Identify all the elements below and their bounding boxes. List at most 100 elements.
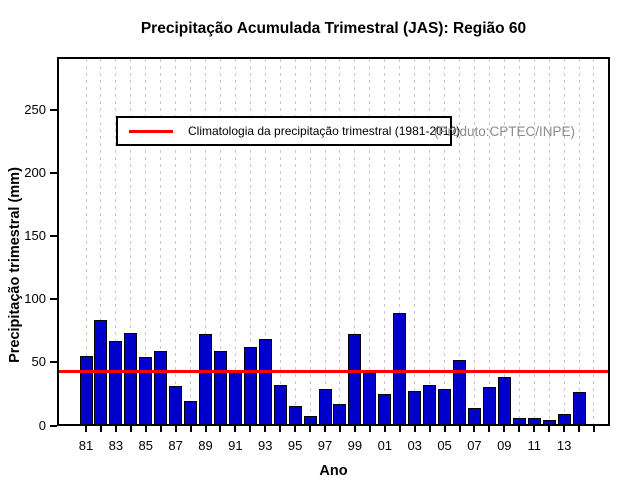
bar-2000 [363, 373, 377, 424]
bar-1997 [318, 389, 332, 424]
x-tick-label-81: 81 [78, 438, 94, 453]
bar-2004 [423, 385, 437, 424]
x-tick-1983 [114, 426, 117, 432]
bar-1990 [213, 351, 227, 424]
gridline-1998 [339, 59, 341, 424]
x-tick-1997 [324, 426, 327, 432]
x-tick-1998 [338, 426, 341, 432]
x-tick-label-97: 97 [317, 438, 333, 453]
gridline-2001 [384, 59, 386, 424]
bar-1999 [348, 334, 362, 424]
x-tick-2011 [533, 426, 536, 432]
gridline-1983 [115, 59, 117, 424]
x-tick-label-87: 87 [168, 438, 183, 453]
gridline-1987 [175, 59, 177, 424]
x-tick-label-05: 05 [437, 438, 452, 453]
bar-2001 [378, 394, 392, 424]
bar-2010 [512, 418, 526, 424]
x-tick-2012 [548, 426, 551, 432]
bar-2008 [482, 387, 496, 424]
gridline-2003 [414, 59, 416, 424]
bar-1987 [169, 386, 183, 424]
gridline-1988 [190, 59, 192, 424]
x-tick-1999 [353, 426, 356, 432]
bar-1993 [258, 339, 272, 424]
x-tick-label-85: 85 [138, 438, 153, 453]
bar-1986 [154, 351, 168, 424]
x-tick-1992 [249, 426, 252, 432]
x-tick-label-09: 09 [497, 438, 512, 453]
gridline-2012 [548, 59, 550, 424]
x-tick-2004 [428, 426, 431, 432]
gridline-1985 [145, 59, 147, 424]
x-tick-2006 [458, 426, 461, 432]
bar-1998 [333, 404, 347, 424]
y-tick-label-100: 100 [24, 291, 46, 307]
gridline-1999 [354, 59, 356, 424]
x-tick-1987 [174, 426, 177, 432]
gridline-2010 [518, 59, 520, 424]
x-tick-2005 [443, 426, 446, 432]
x-tick-label-95: 95 [287, 438, 303, 453]
bar-1991 [228, 370, 242, 424]
gridline-2011 [533, 59, 535, 424]
gridline-2007 [473, 59, 475, 424]
gridline-1991 [234, 59, 236, 424]
x-tick-2003 [413, 426, 416, 432]
x-tick-label-13: 13 [556, 438, 572, 453]
bar-1989 [199, 334, 213, 424]
legend-line-swatch [129, 129, 173, 133]
x-tick-2001 [383, 426, 386, 432]
gridline-2009 [503, 59, 505, 424]
bar-2005 [438, 389, 452, 424]
y-tick-250 [50, 108, 57, 111]
climatology-line [59, 370, 608, 373]
x-tick-label-11: 11 [527, 438, 541, 453]
gridline-2006 [459, 59, 460, 424]
gridline-1981 [85, 59, 87, 424]
bar-2002 [393, 313, 407, 424]
bar-2013 [557, 414, 571, 424]
x-tick-1995 [294, 426, 297, 432]
plot-area: Climatologia da precipitação trimestral … [57, 57, 610, 426]
y-tick-label-0: 0 [38, 417, 46, 433]
bar-1988 [184, 401, 198, 424]
bar-1985 [139, 357, 153, 424]
x-tick-1986 [159, 426, 162, 432]
gridline-1997 [324, 59, 326, 424]
gridline-2000 [369, 59, 371, 424]
x-tick-label-83: 83 [108, 438, 124, 453]
gridline-2004 [429, 59, 431, 424]
x-tick-1993 [264, 426, 267, 432]
y-tick-label-250: 250 [24, 101, 46, 117]
gridline-2002 [399, 59, 401, 424]
x-tick-2013 [563, 426, 566, 432]
y-tick-label-150: 150 [24, 228, 46, 244]
x-tick-label-03: 03 [407, 438, 422, 453]
bar-2007 [467, 408, 481, 424]
bar-1992 [243, 347, 257, 424]
gridline-2015 [593, 59, 595, 424]
x-tick-label-89: 89 [198, 438, 213, 453]
bar-2012 [542, 420, 556, 424]
x-tick-label-99: 99 [347, 438, 363, 453]
bar-1995 [288, 406, 302, 424]
x-tick-2008 [488, 426, 491, 432]
x-tick-1989 [204, 426, 207, 432]
bar-1996 [303, 416, 317, 424]
x-tick-label-07: 07 [467, 438, 482, 453]
x-tick-1981 [85, 426, 87, 432]
gridline-2008 [488, 59, 490, 424]
x-tick-1991 [234, 426, 237, 432]
gridline-2014 [578, 59, 580, 424]
bar-1994 [273, 385, 287, 424]
x-tick-1994 [279, 426, 282, 432]
gridline-1982 [100, 59, 102, 424]
y-tick-0 [50, 424, 57, 427]
bar-1981 [79, 356, 93, 424]
x-tick-2014 [578, 426, 581, 432]
x-tick-1984 [129, 426, 132, 432]
x-tick-2009 [503, 426, 506, 432]
x-tick-2015 [592, 426, 595, 432]
